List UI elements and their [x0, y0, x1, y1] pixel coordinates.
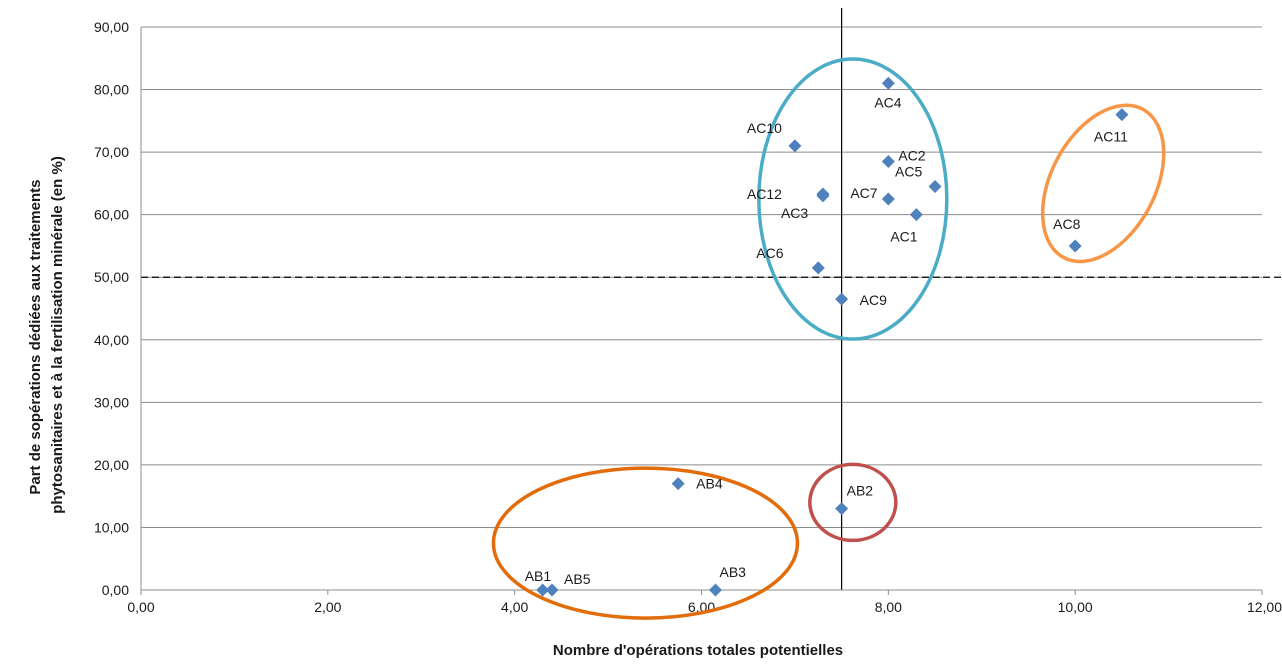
x-tick-label: 2,00 [314, 599, 341, 615]
data-point-ac11 [1115, 108, 1129, 122]
data-point-ac6 [811, 261, 825, 275]
point-label-ac5: AC5 [895, 164, 922, 180]
point-label-ac2: AC2 [898, 147, 925, 163]
point-label-ab3: AB3 [720, 564, 747, 580]
y-axis-title: Part de sopérations dédiées aux traiteme… [27, 156, 66, 514]
x-tick-label: 12,00 [1247, 599, 1282, 615]
axes [140, 27, 1263, 595]
data-point-ac9 [835, 292, 849, 306]
point-label-ab4: AB4 [696, 476, 723, 492]
x-axis-title: Nombre d'opérations totales potentielles [553, 642, 843, 659]
y-axis-title-line-1: Part de sopérations dédiées aux traiteme… [27, 180, 44, 495]
data-points [536, 76, 1129, 597]
point-label-ac8: AC8 [1053, 216, 1080, 232]
x-tick-label: 10,00 [1058, 599, 1093, 615]
y-tick-label: 50,00 [94, 269, 129, 285]
point-label-ac1: AC1 [890, 229, 917, 245]
y-tick-label: 80,00 [94, 82, 129, 98]
point-label-ac4: AC4 [874, 94, 901, 110]
point-label-ab1: AB1 [525, 568, 552, 584]
group-ellipse-1 [757, 57, 949, 341]
data-point-ac5 [928, 180, 942, 194]
y-tick-label: 40,00 [94, 332, 129, 348]
point-label-ac7: AC7 [850, 185, 877, 201]
y-tick-label: 70,00 [94, 144, 129, 160]
data-point-ac4 [881, 76, 895, 90]
group-ellipse-3 [491, 466, 800, 620]
data-point-ac8 [1068, 239, 1082, 253]
group-ellipse-2 [1040, 103, 1166, 264]
point-label-ac6: AC6 [756, 245, 783, 261]
data-point-ab2 [835, 502, 849, 516]
point-label-ac12: AC12 [747, 186, 782, 202]
y-tick-label: 30,00 [94, 394, 129, 410]
y-tick-label: 60,00 [94, 207, 129, 223]
data-point-ac1 [909, 208, 923, 222]
y-tick-label: 0,00 [102, 582, 129, 598]
data-point-ac7 [881, 192, 895, 206]
point-labels: AC4 AC10 AC2 AC3 AC5 AC12 AC7 AC1 AC6 AC9 AC11 AC8 A… [525, 94, 1128, 587]
y-tick-label: 10,00 [94, 519, 129, 535]
point-label-ac11: AC11 [1094, 129, 1128, 145]
y-tick-label: 20,00 [94, 457, 129, 473]
reference-lines [141, 8, 1282, 590]
point-label-ab2: AB2 [847, 483, 874, 499]
x-tick-label: 0,00 [127, 599, 154, 615]
x-tick-label: 4,00 [501, 599, 528, 615]
point-label-ac3: AC3 [781, 205, 808, 221]
data-point-ac2 [881, 154, 895, 168]
y-tick-label: 90,00 [94, 19, 129, 35]
data-point-ab3 [709, 583, 723, 597]
point-label-ac10: AC10 [747, 120, 782, 136]
data-point-ac10 [788, 139, 802, 153]
data-point-ab5 [545, 583, 559, 597]
group-ellipse-4 [808, 462, 898, 543]
data-point-ab4 [671, 477, 685, 491]
point-label-ab5: AB5 [564, 571, 591, 587]
group-ellipses [491, 57, 1166, 620]
y-tick-labels: 0,00 10,00 20,00 30,00 40,00 50,00 60,00 70,00 8… [94, 19, 129, 598]
x-tick-label: 8,00 [875, 599, 902, 615]
point-label-ac9: AC9 [860, 292, 887, 308]
data-point-ac12 [816, 187, 830, 201]
y-axis-title-line-2: phytosanitaires et à la fertilisation mi… [49, 156, 66, 514]
data-point-ab1 [536, 583, 550, 597]
gridlines [141, 26, 1262, 528]
